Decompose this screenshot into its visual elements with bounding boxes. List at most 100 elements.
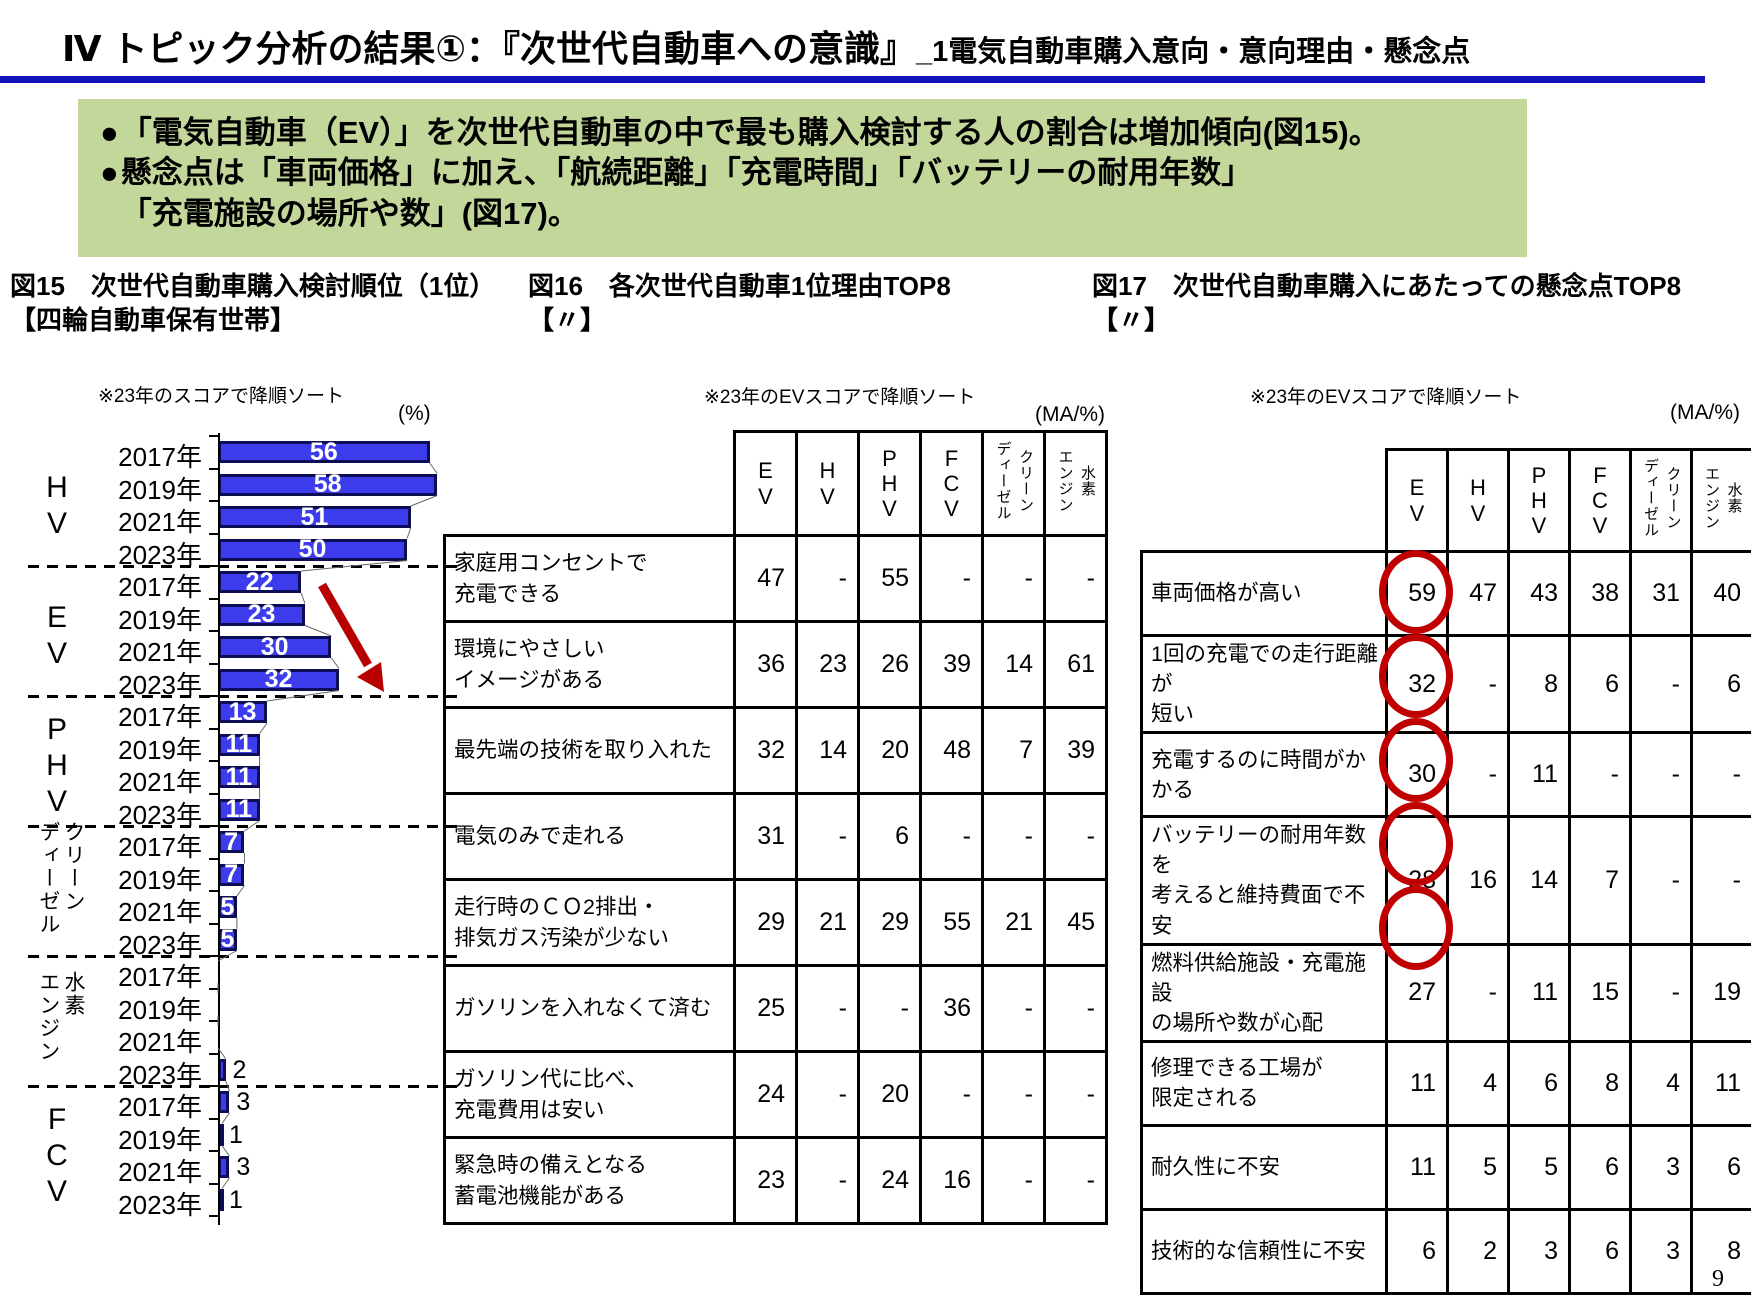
fig17-value-PHV: 6 — [1507, 1039, 1571, 1127]
fig16-value-水素エンジン: - — [1043, 534, 1108, 623]
fig15-year-label: 2019年 — [118, 994, 202, 1025]
fig17-value-EV: 11 — [1385, 1039, 1449, 1127]
fig15-bar-PHV-2023年: 11 — [218, 795, 260, 823]
fig16-row-label: 環境にやさしい イメージがある — [443, 620, 736, 709]
fig16-title: 図16 各次世代自動車1位理由TOP8 【〃】 — [528, 270, 951, 338]
fig15-bar-value: 3 — [236, 1088, 251, 1116]
fig16-sort-note: ※23年のEVスコアで降順ソート — [704, 387, 976, 408]
fig16-row-label: 家庭用コンセントで 充電できる — [443, 534, 736, 623]
fig16-value-EV: 31 — [733, 792, 798, 881]
fig16-row-7: 緊急時の備えとなる 蓄電池機能がある 23-24 16- - — [443, 1136, 1108, 1225]
fig16-row-label: 電気のみで走れる — [443, 792, 736, 881]
fig16-grid: E V H V P H V F C V クリーン ディーゼル 水素 エンジン 家庭用コンセン… — [443, 430, 1108, 1225]
fig16-value-クリーンディーゼル: - — [981, 1050, 1046, 1139]
fig16-row-label: ガソリンを入れなくて済む — [443, 964, 736, 1053]
fig15-axis-tick — [209, 857, 218, 860]
summary-bullet-2: ● 懸念点は「車両価格」に加え、「航続距離」「充電時間」「バッテリーの耐用年数」… — [100, 153, 1527, 234]
fig17-value-HV: 2 — [1446, 1207, 1510, 1295]
fig15-axis-tick — [209, 1052, 218, 1055]
column-label: 水素 エンジン — [1056, 449, 1097, 513]
fig16-value-水素エンジン: 45 — [1043, 878, 1108, 967]
fig17-row-4: 燃料供給施設・充電施設 の場所や数が心配 27-11 15-19 — [1140, 942, 1751, 1043]
fig16-value-クリーンディーゼル: 7 — [981, 706, 1046, 795]
fig16-value-EV: 23 — [733, 1136, 798, 1225]
fig17-row-label: バッテリーの耐用年数を 考えると維持費面で不安 — [1140, 815, 1388, 946]
column-label: F C V — [1592, 462, 1608, 539]
fig16-value-FCV: 39 — [919, 620, 984, 709]
column-label: クリーン ディーゼル — [1642, 458, 1682, 538]
fig16-value-FCV: 36 — [919, 964, 984, 1053]
fig16-value-クリーンディーゼル: 21 — [981, 878, 1046, 967]
fig16-row-3: 電気のみで走れる 31-6- - - — [443, 792, 1108, 881]
fig17-value-水素エンジン: - — [1690, 731, 1751, 819]
fig16-value-EV: 29 — [733, 878, 798, 967]
fig15-year-label: 2023年 — [118, 799, 202, 830]
fig16-row-0: 家庭用コンセントで 充電できる 47-55- - - — [443, 534, 1108, 623]
fig16-value-HV: - — [795, 964, 860, 1053]
fig15-axis-tick — [209, 1150, 218, 1152]
fig17-row-label: 1回の充電での走行距離が 短い — [1140, 633, 1388, 735]
fig16-col-header-水素エンジン: 水素 エンジン — [1043, 430, 1108, 537]
fig15-axis-tick — [209, 1117, 218, 1120]
fig15-group-label-クリーンディーゼル: クリーン ディーゼル — [36, 821, 85, 936]
fig16-col-header-PHV: P H V — [857, 430, 922, 537]
fig17-row-6: 耐久性に不安 11 5 5 6 3 6 — [1140, 1123, 1751, 1211]
fig17-col-header-クリーンディーゼル: クリーン ディーゼル — [1629, 448, 1693, 553]
fig15-group-separator — [28, 1085, 460, 1088]
fig17-title-line2: 【〃】 — [1092, 304, 1171, 335]
fig16-row-2: 最先端の技術を取り入れた 32 14 20 48 7 39 — [443, 706, 1108, 795]
fig16-value-PHV: 29 — [857, 878, 922, 967]
fig17-row-label: 燃料供給施設・充電施設 の場所や数が心配 — [1140, 942, 1388, 1043]
ev-trend-arrowhead-icon — [357, 662, 384, 692]
fig17-highlight-circle-row-0 — [1378, 550, 1453, 634]
fig15-unit-label: (%) — [398, 402, 431, 425]
fig16-col-header-FCV: F C V — [919, 430, 984, 537]
fig15-axis-tick — [209, 1182, 218, 1185]
fig15-axis-tick — [209, 922, 218, 925]
fig16-col-header-EV: E V — [733, 430, 798, 537]
fig16-value-FCV: 55 — [919, 878, 984, 967]
summary-box: ● 「電気自動車（EV）」を次世代自動車の中で最も購入検討する人の割合は増加傾向… — [78, 99, 1527, 257]
fig16-value-HV: - — [795, 792, 860, 881]
fig15-year-label: 2023年 — [118, 929, 202, 960]
fig15-year-label: 2023年 — [118, 539, 202, 570]
title-underline-rule — [0, 76, 1705, 83]
fig15-group-label-PHV: P H V — [46, 713, 68, 818]
fig15-year-label: 2017年 — [118, 962, 202, 992]
fig17-value-水素エンジン: 19 — [1690, 942, 1751, 1043]
fig16-value-水素エンジン: - — [1043, 792, 1108, 881]
bullet-icon: ● — [100, 115, 119, 150]
fig17-highlight-circle-row-2 — [1378, 718, 1453, 802]
fig17-value-水素エンジン: 8 — [1690, 1207, 1751, 1295]
fig17-highlight-circle-row-1 — [1378, 634, 1453, 718]
fig16-value-クリーンディーゼル: - — [981, 1136, 1046, 1225]
fig16-value-FCV: - — [919, 534, 984, 623]
fig17-value-PHV: 43 — [1507, 550, 1571, 637]
fig16-value-PHV: 6 — [857, 792, 922, 881]
fig17-value-FCV: 7 — [1568, 815, 1632, 946]
fig16-row-6: ガソリン代に比べ、 充電費用は安い 24-20- - - — [443, 1050, 1108, 1139]
fig15-year-label: 2019年 — [118, 474, 202, 505]
fig15-bar-value: 1 — [229, 1185, 243, 1214]
fig16-value-HV: - — [795, 1136, 860, 1225]
fig15-year-label: 2023年 — [118, 1059, 202, 1090]
fig17-value-HV: 4 — [1446, 1039, 1510, 1127]
fig15-axis-tick — [209, 695, 218, 697]
fig16-value-HV: 21 — [795, 878, 860, 967]
fig17-value-水素エンジン: 6 — [1690, 633, 1751, 735]
fig15-bar-value: 2 — [232, 1055, 247, 1084]
fig15-axis-tick — [209, 565, 218, 567]
fig16-value-クリーンディーゼル: - — [981, 792, 1046, 881]
fig17-value-HV: - — [1446, 633, 1510, 735]
fig17-value-FCV: 15 — [1568, 942, 1632, 1043]
fig15-bar-HV-2021年: 51 — [218, 503, 411, 531]
fig16-value-水素エンジン: 61 — [1043, 620, 1108, 709]
fig15-year-label: 2017年 — [118, 572, 202, 602]
fig15-year-label: 2019年 — [118, 734, 202, 765]
fig17-value-PHV: 8 — [1507, 633, 1571, 735]
fig17-col-header-水素エンジン: 水素 エンジン — [1690, 448, 1751, 553]
fig17-value-HV: - — [1446, 731, 1510, 819]
fig17-value-クリーンディーゼル: - — [1629, 731, 1693, 819]
column-label: H V — [819, 458, 836, 509]
fig15-axis-tick — [209, 792, 218, 795]
